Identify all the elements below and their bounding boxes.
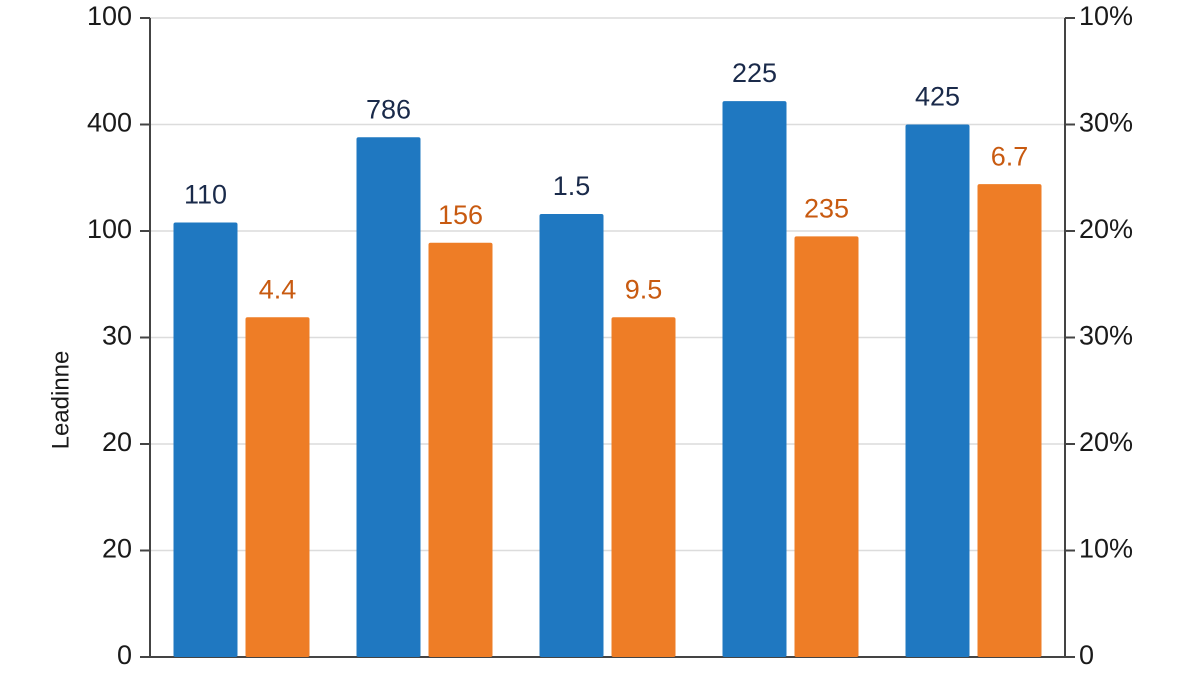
bar [356, 137, 421, 657]
bar [905, 124, 970, 657]
bar [794, 236, 859, 657]
bar [611, 317, 676, 657]
value-label: 1.5 [553, 171, 591, 201]
y-tick-label: 100 [87, 1, 132, 31]
bar [173, 222, 238, 658]
y2-tick-label: 0 [1079, 640, 1094, 670]
bar [539, 213, 604, 657]
y-tick-label: 30 [102, 321, 132, 351]
value-label: 235 [804, 193, 849, 223]
y2-tick-label: 10% [1079, 534, 1133, 564]
value-label: 156 [438, 200, 483, 230]
value-label: 110 [184, 180, 227, 210]
value-label: 6.7 [991, 141, 1029, 171]
y-tick-label: 20 [102, 427, 132, 457]
y2-tick-label: 30% [1079, 108, 1133, 138]
bar [428, 242, 493, 657]
value-label: 786 [366, 94, 411, 124]
value-label: 225 [732, 58, 777, 88]
y2-tick-label: 10% [1079, 1, 1133, 31]
y-tick-label: 0 [117, 640, 132, 670]
y2-tick-label: 20% [1079, 427, 1133, 457]
y-axis-label: Leadinne [47, 351, 74, 450]
bar [722, 101, 787, 657]
value-label: 425 [915, 82, 960, 112]
bar [977, 184, 1042, 657]
value-label: 9.5 [625, 274, 663, 304]
value-label: 4.4 [259, 274, 297, 304]
y-tick-label: 20 [102, 534, 132, 564]
y2-tick-label: 20% [1079, 214, 1133, 244]
y-tick-label: 100 [87, 214, 132, 244]
bar [245, 317, 310, 657]
y-tick-label: 400 [87, 108, 132, 138]
y2-tick-label: 30% [1079, 321, 1133, 351]
